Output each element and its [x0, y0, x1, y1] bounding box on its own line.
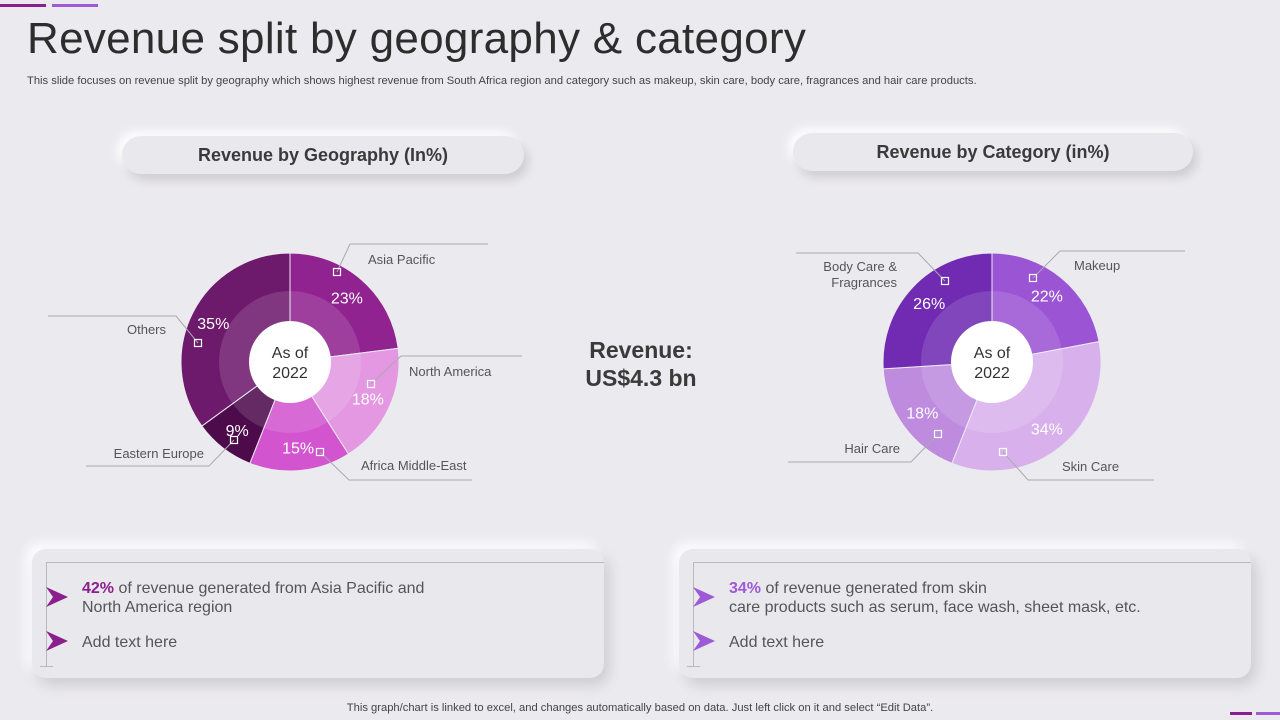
callout-marker [998, 447, 1008, 457]
center-label: As of [974, 345, 1011, 362]
page-title: Revenue split by geography & category [27, 14, 807, 63]
center-disc [951, 321, 1033, 403]
center-label: As of [272, 345, 309, 362]
category-chart-title: Revenue by Category (in%) [793, 133, 1193, 171]
category-insight-card: 34% of revenue generated from skin care … [679, 549, 1251, 678]
category-label-skin-care: Skin Care [1062, 459, 1119, 474]
category-label-asia-pacific: Asia Pacific [368, 252, 436, 267]
callout-line [370, 355, 522, 385]
insight-text: of revenue generated from Asia Pacific a… [114, 580, 425, 597]
arrow-bullet-icon [46, 587, 68, 607]
callout-marker [332, 267, 342, 277]
category-label-africa-middle-east: Africa Middle-East [361, 458, 467, 473]
slice-value-label: 34% [1031, 421, 1063, 438]
callout-marker [1028, 273, 1038, 283]
arrow-bullet-icon [693, 587, 715, 607]
callout-line [319, 451, 472, 481]
placeholder-text[interactable]: Add text here [82, 634, 178, 651]
placeholder-text[interactable]: Add text here [729, 634, 825, 651]
slice-value-label: 9% [226, 423, 249, 440]
callout-line [796, 252, 946, 282]
slice-value-label: 26% [913, 296, 945, 313]
callout-line [48, 315, 199, 344]
category-label-makeup: Makeup [1074, 258, 1120, 273]
insight-highlight: 34% [729, 580, 762, 597]
geography-insight-card: 42% of revenue generated from Asia Pacif… [32, 549, 604, 678]
card-divider [687, 666, 700, 667]
callout-line [1032, 250, 1185, 279]
accent-bar [52, 4, 98, 7]
center-label: 2022 [974, 365, 1010, 382]
insight-bullet: 34% of revenue generated from skin care … [729, 579, 1229, 617]
footer-note: This graph/chart is linked to excel, and… [346, 702, 934, 714]
category-label-north-america: North America [409, 364, 492, 379]
center-label: 2022 [272, 365, 308, 382]
insight-bullet: 42% of revenue generated from Asia Pacif… [82, 579, 582, 617]
callout-marker [933, 429, 943, 439]
callout-line [86, 439, 235, 467]
category-label-hair-care: Hair Care [844, 441, 900, 456]
callout-line [788, 433, 939, 463]
card-divider [40, 666, 53, 667]
insight-text-line2: care products such as serum, face wash, … [729, 599, 1141, 616]
accent-bar [1230, 712, 1252, 715]
category-label-body-care-fragrances: Body Care & [823, 259, 897, 274]
revenue-label: Revenue: [589, 337, 693, 363]
category-label-body-care-fragrances: Fragrances [831, 275, 897, 290]
slice-value-label: 18% [906, 406, 938, 423]
card-divider [693, 562, 694, 666]
slice-value-label: 35% [197, 316, 229, 333]
page-subtitle: This slide focuses on revenue split by g… [27, 75, 977, 87]
revenue-total: Revenue: US$4.3 bn [560, 336, 722, 392]
revenue-value: US$4.3 bn [585, 365, 697, 391]
callout-line [1002, 451, 1154, 481]
callout-marker [366, 379, 376, 389]
callout-marker [940, 276, 950, 286]
card-divider [46, 562, 604, 563]
center-disc [249, 321, 331, 403]
insight-text: of revenue generated from skin [761, 580, 987, 597]
slice-value-label: 23% [331, 290, 363, 307]
slice-africa-middle-east[interactable] [249, 360, 350, 472]
accent-bar [0, 4, 46, 7]
slice-value-label: 18% [352, 392, 384, 409]
slice-others[interactable] [180, 252, 291, 427]
arrow-bullet-icon [46, 631, 68, 651]
callout-marker [315, 447, 325, 457]
insight-highlight: 42% [82, 580, 115, 597]
callout-line [336, 243, 488, 273]
category-label-eastern-europe: Eastern Europe [114, 446, 204, 461]
arrow-bullet-icon [693, 631, 715, 651]
callout-marker [229, 435, 239, 445]
accent-bar [1256, 712, 1280, 715]
geography-chart-title: Revenue by Geography (In%) [122, 136, 524, 174]
slice-value-label: 15% [282, 441, 314, 458]
slice-value-label: 22% [1031, 289, 1063, 306]
card-divider [46, 562, 47, 666]
insight-text-line2: North America region [82, 599, 233, 616]
callout-marker [193, 338, 203, 348]
card-divider [693, 562, 1251, 563]
category-label-others: Others [127, 322, 167, 337]
